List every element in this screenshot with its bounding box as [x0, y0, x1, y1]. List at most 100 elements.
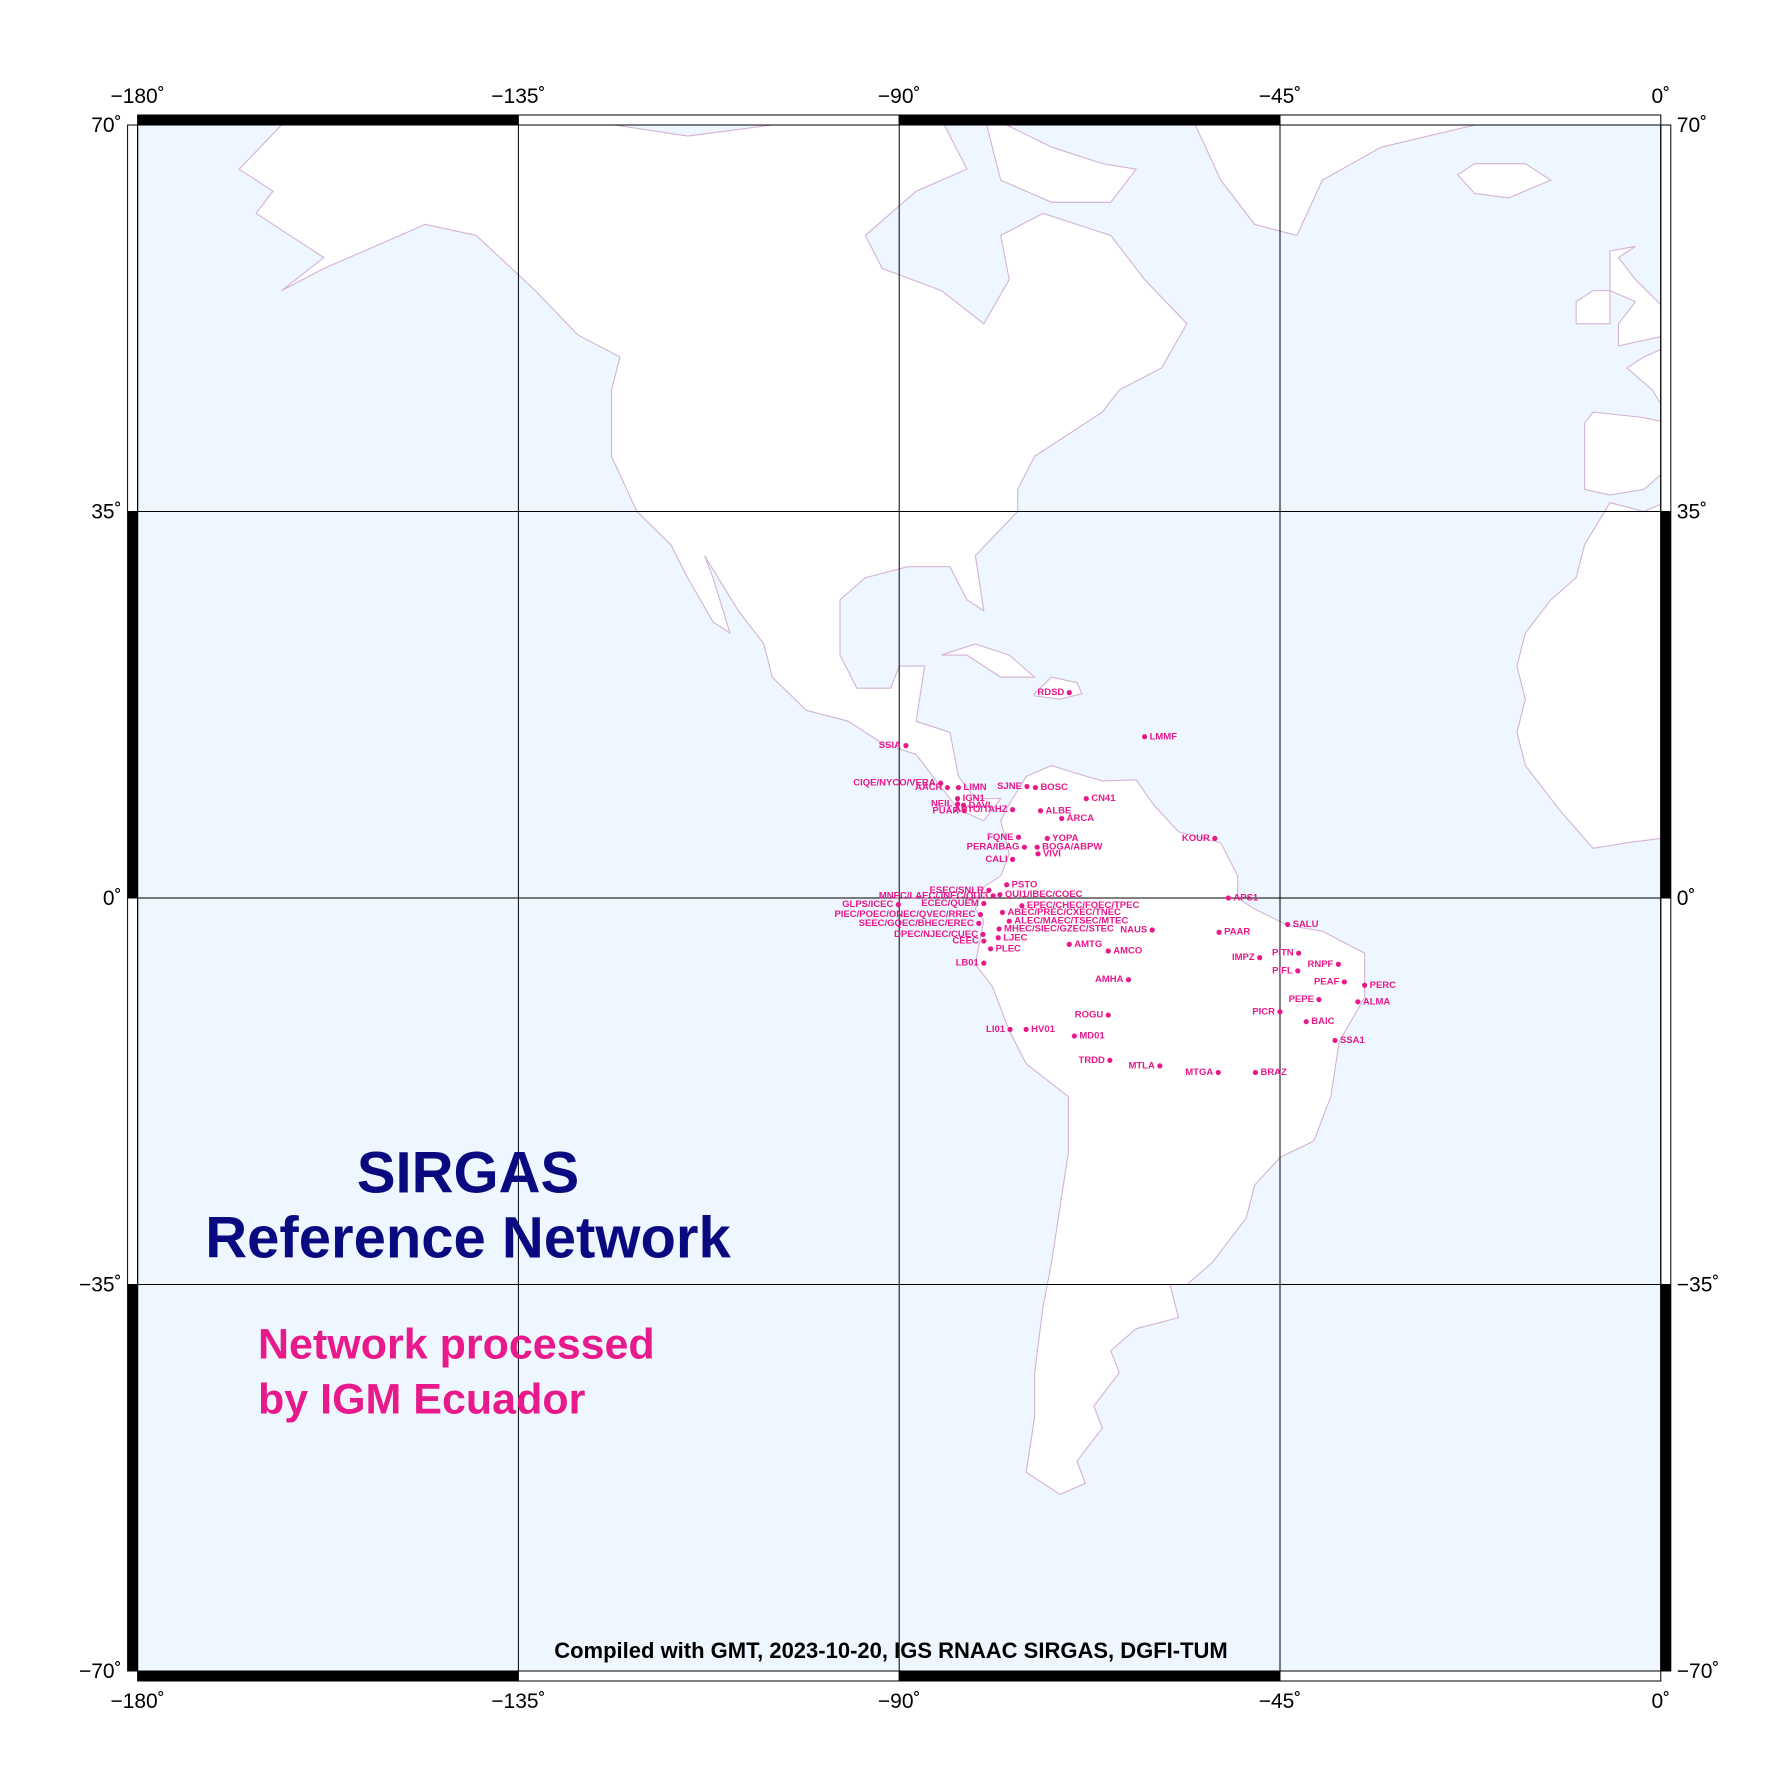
- station-label: YOPA: [1052, 833, 1078, 844]
- station: [997, 892, 1003, 898]
- frame-band: [517, 114, 900, 126]
- station: [1332, 1037, 1338, 1044]
- great-britain: [1610, 246, 1661, 345]
- station-label: CEEC: [952, 936, 979, 947]
- station-label: FQNE: [987, 832, 1013, 843]
- station-label: LI01: [986, 1024, 1006, 1035]
- station-label: BOSC: [1040, 782, 1068, 793]
- station: [1037, 808, 1044, 814]
- frame-band: [137, 114, 519, 126]
- frame-band: [127, 511, 139, 899]
- station: [938, 780, 944, 786]
- station-label: CN41: [1091, 793, 1116, 804]
- station: [1341, 979, 1347, 985]
- station-label: MD01: [1079, 1031, 1105, 1042]
- lat-tick-label: 70˚: [91, 114, 121, 137]
- station: [1032, 784, 1039, 791]
- station: [1225, 895, 1231, 901]
- frame-border: [137, 124, 1662, 1672]
- station: [1252, 1069, 1259, 1076]
- station-label: PERA/IBAG: [967, 842, 1020, 853]
- station: [1215, 1069, 1221, 1076]
- station-label: NEIL: [931, 799, 953, 810]
- station-label: ABEC/PREC/CXEC/TNEC: [1007, 907, 1121, 918]
- station-label: KOUR: [1182, 833, 1210, 844]
- title: Reference Network: [205, 1205, 731, 1270]
- station-label: SSIA: [879, 740, 901, 751]
- frame-band: [1660, 124, 1672, 512]
- station: [1355, 999, 1361, 1005]
- station: [1149, 927, 1155, 933]
- lon-tick-label: −135˚: [491, 1690, 545, 1713]
- station-label: VIVI: [1043, 848, 1061, 859]
- station-label: PLEC: [996, 943, 1021, 954]
- station-label: PUAR: [932, 805, 959, 816]
- lat-tick-label: 35˚: [1677, 501, 1707, 524]
- subtitle: Network processed: [258, 1320, 655, 1368]
- lat-tick-label: 0˚: [1677, 887, 1696, 910]
- station: [980, 931, 986, 938]
- frame-band: [1279, 1670, 1662, 1682]
- station-label: ESEC/SNLR: [930, 885, 985, 896]
- station: [1071, 1033, 1077, 1039]
- station: [1316, 996, 1322, 1003]
- lon-tick-label: −45˚: [1259, 85, 1302, 108]
- station-label: BAIC: [1311, 1016, 1334, 1027]
- frame-band: [1279, 114, 1662, 126]
- station: [1105, 1012, 1111, 1018]
- frame-band: [127, 897, 139, 1285]
- credit: Compiled with GMT, 2023-10-20, IGS RNAAC…: [554, 1638, 1228, 1663]
- frame-band: [517, 1670, 900, 1682]
- station: [1024, 783, 1030, 790]
- station: [960, 802, 967, 808]
- station-label: PITN: [1272, 948, 1294, 959]
- station-label: IGN1: [963, 793, 986, 804]
- station: [944, 784, 951, 791]
- station-label: AMCO: [1113, 946, 1142, 957]
- station: [1023, 1026, 1029, 1033]
- frame-band: [898, 114, 1281, 126]
- station: [1007, 1026, 1013, 1033]
- station: [1303, 1019, 1309, 1025]
- station: [1335, 961, 1341, 967]
- lat-tick-label: 35˚: [91, 501, 121, 524]
- iceland: [1458, 164, 1551, 198]
- station-label: EPEC/CHEC/FOEC/TPEC: [1027, 900, 1140, 911]
- lon-tick-label: −90˚: [878, 1690, 921, 1713]
- station-label: LB01: [956, 958, 980, 969]
- lon-tick-label: 0˚: [1651, 1690, 1670, 1713]
- station-label: ECEC/QUEM: [921, 898, 979, 909]
- station: [1125, 977, 1132, 983]
- station: [1216, 929, 1222, 935]
- station: [1083, 796, 1089, 802]
- station-label: PEAF: [1314, 976, 1340, 987]
- baffin-island: [984, 125, 1136, 202]
- station: [1015, 834, 1022, 840]
- station-label: MTLA: [1128, 1060, 1155, 1071]
- station-label: SEEC/GQEC/BHEC/EREC: [859, 918, 974, 929]
- station: [1212, 835, 1218, 841]
- station-label: MNEC/LAEC/JNEC/QUI3: [879, 890, 988, 901]
- station: [977, 911, 984, 918]
- station-label: RDSD: [1037, 687, 1064, 698]
- ireland: [1576, 291, 1610, 324]
- station: [981, 960, 987, 966]
- station-label: ALBE: [1046, 805, 1072, 816]
- title: SIRGAS: [357, 1140, 579, 1205]
- station: [1107, 1057, 1113, 1063]
- frame-band: [1660, 897, 1672, 1285]
- frame-band: [127, 124, 139, 512]
- station: [1285, 921, 1291, 928]
- lon-tick-label: −135˚: [491, 85, 545, 108]
- station-label: MTGA: [1185, 1067, 1213, 1078]
- station: [1257, 955, 1263, 961]
- station-label: PSTO: [1012, 879, 1038, 890]
- station: [1277, 1009, 1283, 1015]
- station-label: ALMA: [1363, 996, 1391, 1007]
- station: [981, 938, 987, 944]
- station-label: LMMF: [1150, 731, 1178, 742]
- station: [1009, 856, 1016, 862]
- lat-tick-label: 0˚: [103, 887, 122, 910]
- lat-tick-label: 70˚: [1677, 114, 1707, 137]
